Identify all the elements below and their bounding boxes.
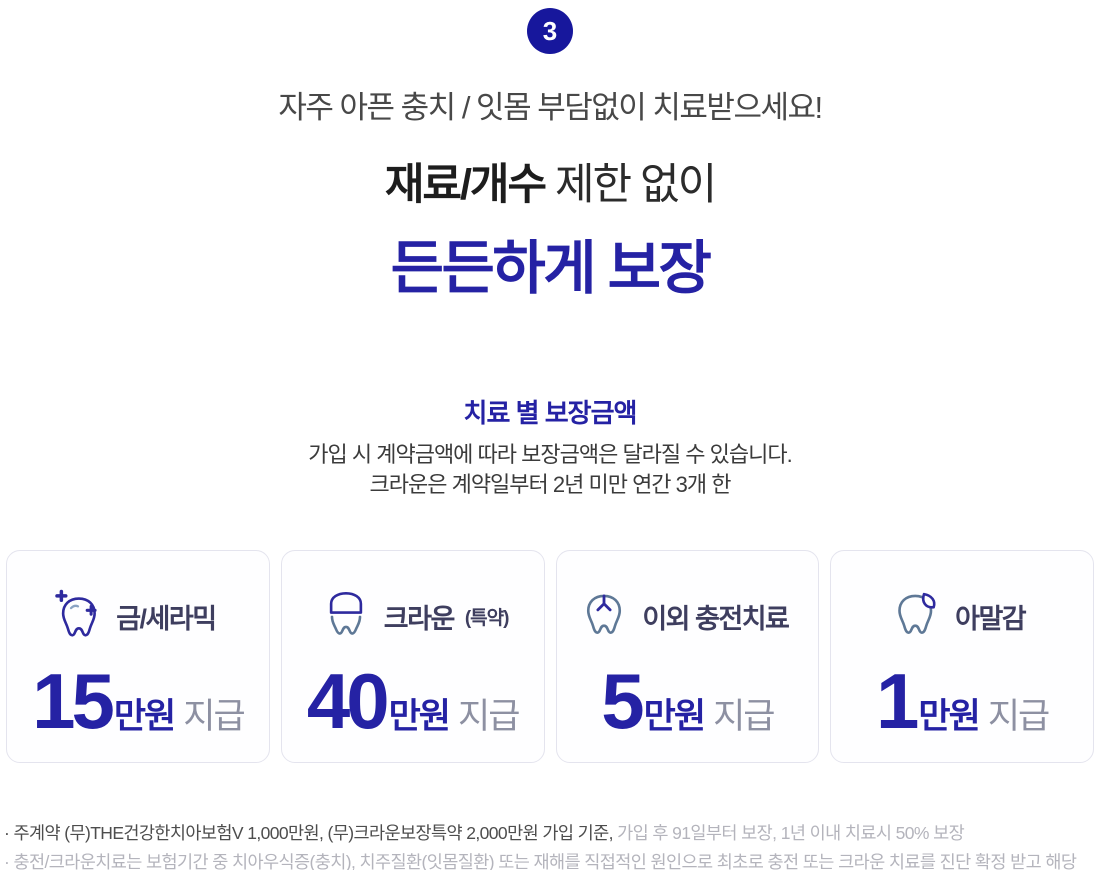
amount-unit: 만원 — [643, 697, 706, 736]
hero-title: 재료/개수 제한 없이 — [0, 150, 1100, 212]
benefit-card-amalgam: 아말감 1 만원 지급 — [830, 550, 1094, 763]
tooth-crack-icon — [587, 594, 622, 634]
card-title: 크라운 — [383, 603, 456, 634]
card-head: 아말감 — [831, 588, 1093, 644]
amount-number: 1 — [876, 657, 919, 745]
footnote-1: · 주계약 (무)THE건강한치아보험V 1,000만원, (무)크라운보장특약… — [4, 819, 1096, 848]
amount-number: 5 — [601, 657, 644, 745]
benefit-section-head: 치료 별 보장금액 가입 시 계약금액에 따라 보장금액은 달라질 수 있습니다… — [0, 393, 1100, 500]
card-amount: 15 만원 지급 — [7, 662, 269, 740]
amount-label: 지급 — [183, 697, 245, 736]
hero-subtitle: 자주 아픈 충치 / 잇몸 부담없이 치료받으세요! — [278, 90, 823, 125]
card-head: 금/세라믹 — [7, 588, 269, 644]
hero-section: 3 자주 아픈 충치 / 잇몸 부담없이 치료받으세요! 재료/개수 제한 없이… — [0, 0, 1100, 305]
amount-label: 지급 — [713, 697, 775, 736]
benefit-cards: 금/세라믹 15 만원 지급 크라운 (특약) 40 만원 지급 — [0, 550, 1100, 763]
footnote-2-line1: · 충전/크라운치료는 보험기간 중 치아우식증(충치), 치주질환(잇몸질환)… — [4, 851, 1077, 870]
card-title: 이외 충전치료 — [642, 603, 790, 634]
tooth-sparkle-icon — [55, 589, 97, 637]
step-number-badge: 3 — [527, 8, 573, 54]
card-title: 금/세라믹 — [116, 603, 217, 634]
amount-label: 지급 — [987, 697, 1050, 736]
footnote-1-light: 가입 후 91일부터 보장, 1년 이내 치료시 50% 보장 — [612, 823, 965, 843]
footnote-1-dark: · 주계약 (무)THE건강한치아보험V 1,000만원, (무)크라운보장특약… — [4, 823, 613, 843]
card-amount: 40 만원 지급 — [282, 662, 544, 740]
card-title-suffix: (특약) — [464, 607, 510, 629]
tooth-crown-icon — [329, 591, 362, 635]
benefit-card-other-filling: 이외 충전치료 5 만원 지급 — [555, 550, 820, 763]
card-head: 이외 충전치료 — [557, 588, 819, 644]
hero-highlight: 든든하게 보장 — [390, 236, 712, 301]
footnotes: · 주계약 (무)THE건강한치아보험V 1,000만원, (무)크라운보장특약… — [0, 819, 1100, 870]
amount-unit: 만원 — [113, 697, 176, 736]
section-description-line1: 가입 시 계약금액에 따라 보장금액은 달라질 수 있습니다. — [308, 442, 792, 467]
section-description-line2: 크라운은 계약일부터 2년 미만 연간 3개 한 — [369, 472, 732, 497]
tooth-filling-icon — [898, 592, 936, 634]
hero-title-rest: 제한 없이 — [545, 161, 717, 209]
hero-title-emphasis: 재료/개수 — [384, 161, 547, 209]
section-description: 가입 시 계약금액에 따라 보장금액은 달라질 수 있습니다. 크라운은 계약일… — [0, 440, 1100, 500]
amount-label: 지급 — [458, 697, 520, 736]
card-title: 아말감 — [955, 603, 1027, 634]
section-heading: 치료 별 보장금액 — [463, 398, 638, 428]
amount-number: 40 — [306, 657, 390, 745]
amount-unit: 만원 — [388, 697, 451, 736]
amount-number: 15 — [32, 657, 115, 745]
card-amount: 1 만원 지급 — [831, 662, 1093, 740]
benefit-card-gold-ceramic: 금/세라믹 15 만원 지급 — [6, 550, 270, 763]
card-head: 크라운 (특약) — [282, 588, 544, 644]
benefit-card-crown: 크라운 (특약) 40 만원 지급 — [280, 550, 545, 763]
card-amount: 5 만원 지급 — [557, 662, 819, 740]
amount-unit: 만원 — [918, 697, 980, 736]
